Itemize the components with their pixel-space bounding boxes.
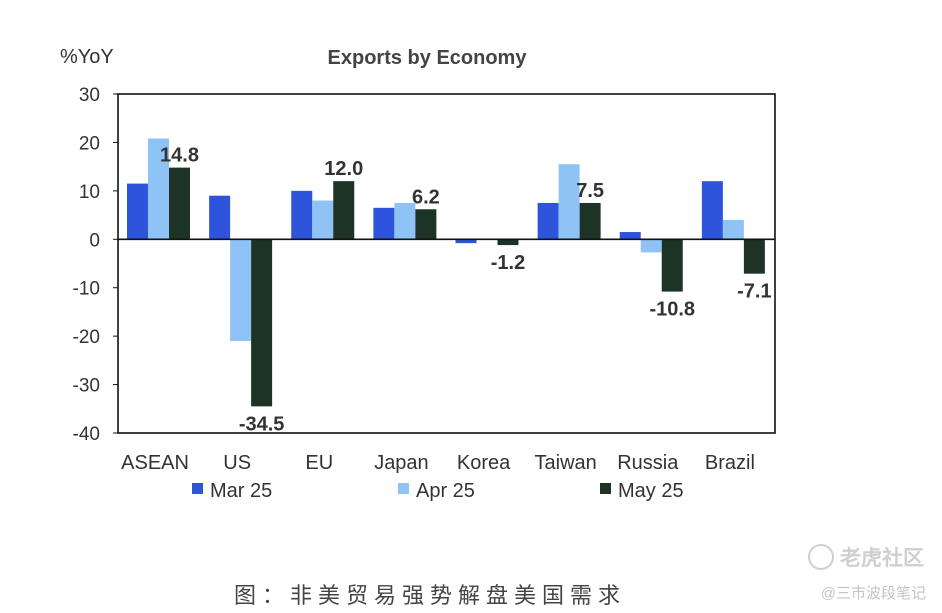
watermark-author: @三市波段笔记 [820,585,926,602]
watermark-brand: 老虎社区 [808,542,924,572]
bar-korea-3 [497,239,519,246]
bar-russia-3 [661,239,683,292]
data-label: -34.5 [239,413,285,435]
bar-us-1 [209,195,231,240]
y-tick-label: -20 [73,327,100,348]
bar-russia-2 [640,239,662,253]
bar-brazil-1 [701,181,723,240]
x-category-label: Brazil [705,452,755,474]
bar-japan-3 [415,209,437,240]
y-tick-label: -30 [73,376,100,397]
chart-title: Exports by Economy [328,47,528,69]
legend-swatch [398,483,409,494]
x-axis-category-labels: ASEAN US EU Japan Korea Taiwan Russia Brazil [121,452,755,474]
bar-korea-1 [455,239,477,244]
data-label: 6.2 [412,186,440,208]
data-label: -10.8 [649,299,695,321]
bar-taiwan-3 [579,202,601,240]
data-labels: 14.8 -34.5 12.0 6.2 -1.2 7.5 -10.8 -7.1 [160,145,772,436]
y-tick-label: 0 [89,230,100,251]
y-tick-label: 20 [79,133,100,154]
bar-taiwan-1 [537,202,559,240]
bar-eu-3 [333,181,355,240]
bar-series [118,138,775,407]
legend-swatch [600,483,611,494]
plot-border [117,93,776,434]
brand-logo-icon [808,544,834,571]
bar-japan-2 [394,202,416,240]
watermark-brand-text: 老虎社区 [840,547,924,570]
legend-label: Apr 25 [416,480,475,502]
y-axis-ticks: 30 20 10 0 -10 -20 -30 -40 [73,85,118,445]
exports-bar-chart: Exports by Economy %YoY 30 20 10 0 -10 -20 -30… [60,46,776,502]
bar-taiwan-2 [558,164,580,240]
x-category-label: Russia [617,452,679,474]
legend-label: Mar 25 [210,480,272,502]
legend: Mar 25 Apr 25 May 25 [192,480,684,502]
y-tick-label: -10 [73,279,100,300]
y-tick-label: -40 [73,424,100,445]
bar-us-2 [230,239,252,341]
bar-japan-1 [373,207,395,240]
bar-asean-1 [127,183,148,240]
bar-brazil-2 [722,219,744,240]
x-category-label: EU [305,452,333,474]
x-category-label: Korea [457,452,511,474]
bar-russia-1 [619,232,641,240]
bar-eu-1 [291,190,313,240]
data-label: -1.2 [491,252,525,274]
figure-caption: 图：非美贸易强势解盘美国需求 [233,584,626,609]
bar-eu-2 [312,200,334,240]
x-category-label: US [223,452,251,474]
data-label: 12.0 [324,158,363,180]
legend-swatch [192,483,203,494]
data-label: -7.1 [737,281,771,303]
data-label: 7.5 [576,180,604,202]
data-label: 14.8 [160,145,199,167]
bar-asean-3 [169,167,190,240]
x-category-label: Taiwan [535,452,597,474]
bar-us-3 [251,239,273,407]
legend-label: May 25 [618,480,684,502]
y-tick-label: 10 [79,182,100,203]
y-axis-unit-label: %YoY [60,46,114,68]
y-tick-label: 30 [79,85,100,106]
plot-area [117,93,776,434]
x-category-label: Japan [374,452,429,474]
bar-brazil-3 [743,239,765,274]
x-category-label: ASEAN [121,452,189,474]
bar-asean-2 [148,138,169,240]
